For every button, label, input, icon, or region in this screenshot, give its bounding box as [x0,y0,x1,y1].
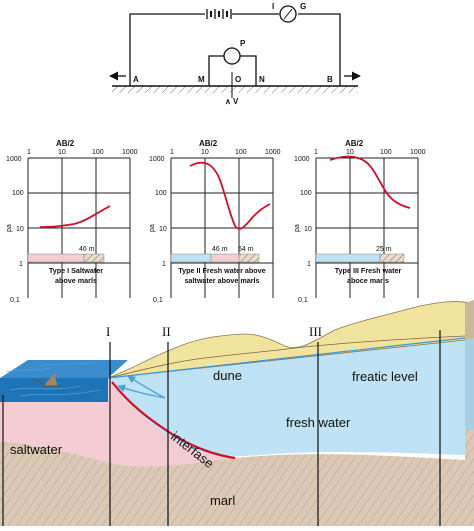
graph-2-depth-label-b: 64 m [238,246,254,253]
graph-3-caption-1: Type III Fresh water [335,266,402,275]
saltwater-label: saltwater [10,442,63,457]
graph-1-ytick-5: 0,1 [10,297,20,304]
graph-2-ytick-2: 100 [155,190,167,197]
graph-2-xtick-1: 1 [170,149,174,156]
graph-3-marl-strip [379,253,405,263]
graph-2-ytick-4: 1 [162,261,166,268]
graph-1-xtick-3: 100 [92,149,104,156]
graph-1-ytick-4: 1 [19,261,23,268]
fresh-water-label: fresh water [286,415,351,430]
potentiometer-label: P [240,39,246,48]
graph-3-caption-2: aboce marls [347,276,389,285]
sea-surface [0,360,128,378]
graph-3-ylabel: pa [294,224,301,232]
depth-caret: ∧ [225,97,231,106]
sounding-graph-type-3: AB/2 1 10 100 1000 1000 100 10 1 0,1 pa … [294,139,426,304]
graph-1-ytick-3: 10 [16,226,24,233]
graph-2-ytick-1: 1000 [149,156,165,163]
graph-2-marl-strip [238,253,260,263]
graph-3-freshwater-strip [315,253,381,263]
sounding-graph-type-1: AB/2 1 10 100 1000 1000 100 10 1 0,1 pa … [6,139,138,304]
current-label: I [272,2,274,11]
depth-label: V [233,97,239,106]
marker-2: II [162,324,171,339]
potentiometer-icon [223,47,241,65]
graph-2-curve [189,161,271,230]
graph-1-ytick-1: 1000 [6,156,22,163]
graph-1-ytick-2: 100 [12,190,24,197]
marl-layer [0,400,474,526]
fresh-water-zone [108,340,465,456]
marker-3: III [309,324,322,339]
boat-icon [35,372,60,387]
graph-3-ytick-3: 10 [304,226,312,233]
galvanometer-icon [279,5,297,23]
dune-label: dune [213,368,242,383]
graph-3-ytick-2: 100 [300,190,312,197]
electrode-b-label: B [327,75,333,84]
graph-2-xlabel: AB/2 [199,139,218,148]
ground-surface [112,86,358,93]
galvanometer-label: G [300,2,306,11]
graph-1-xlabel: AB/2 [56,139,75,148]
interface-line [111,381,236,460]
graph-1-xtick-1: 1 [27,149,31,156]
graph-2-freshwater-strip [170,253,212,263]
graph-2-ytick-3: 10 [159,226,167,233]
electrode-a-label: A [133,75,139,84]
graph-1-ylabel: pa [6,224,13,232]
graph-3-xtick-4: 1000 [410,149,426,156]
graph-2-saltwater-strip [210,253,240,263]
graph-2-xtick-2: 10 [201,149,209,156]
electrode-m-label: M [198,75,205,84]
graph-3-xtick-1: 1 [314,149,318,156]
graph-1-xtick-4: 1000 [122,149,138,156]
graph-2-caption-1: Type II Fresh water above [178,266,265,275]
graph-1-marl-strip [83,253,105,263]
graph-3-depth-label: 25 m [376,246,392,253]
graph-3-ytick-4: 1 [307,261,311,268]
battery-icon [206,9,232,19]
center-o-label: O [235,75,241,84]
marker-1: I [106,324,110,339]
graph-2-ylabel: pa [149,224,156,232]
electrode-n-label: N [259,75,265,84]
graph-3-curve [329,155,411,209]
graph-3-xtick-3: 100 [380,149,392,156]
graph-2-caption-2: saltwater above marls [184,276,259,285]
graph-2-xtick-3: 100 [235,149,247,156]
graph-3-xlabel: AB/2 [345,139,364,148]
graph-1-curve [39,205,111,228]
freatic-level-label: freatic level [352,369,418,384]
electrode-circuit: I G P A M O N B ∧ V [109,2,361,106]
coastal-cross-section: I II III dune freatic level fresh water … [0,300,474,526]
graph-3-xtick-2: 10 [346,149,354,156]
graph-1-saltwater-strip [27,253,85,263]
graph-3-ytick-5: 0,1 [298,297,308,304]
marl-label: marl [210,493,235,508]
graph-2-xtick-4: 1000 [265,149,281,156]
graph-1-depth-label: 46 m [79,246,95,253]
flow-arrow-1-icon [117,384,166,399]
flow-arrow-2-icon [127,375,166,399]
graph-2-ytick-5: 0,1 [153,297,163,304]
graph-1-caption-1: Type I Saltwater [49,266,103,275]
sounding-graph-type-2: AB/2 1 10 100 1000 1000 100 10 1 0,1 pa … [149,139,281,304]
graph-1-xtick-2: 10 [58,149,66,156]
graph-2-depth-label-a: 46 m [212,246,228,253]
graph-3-ytick-1: 1000 [294,156,310,163]
graph-1-caption-2: above marls [55,276,97,285]
